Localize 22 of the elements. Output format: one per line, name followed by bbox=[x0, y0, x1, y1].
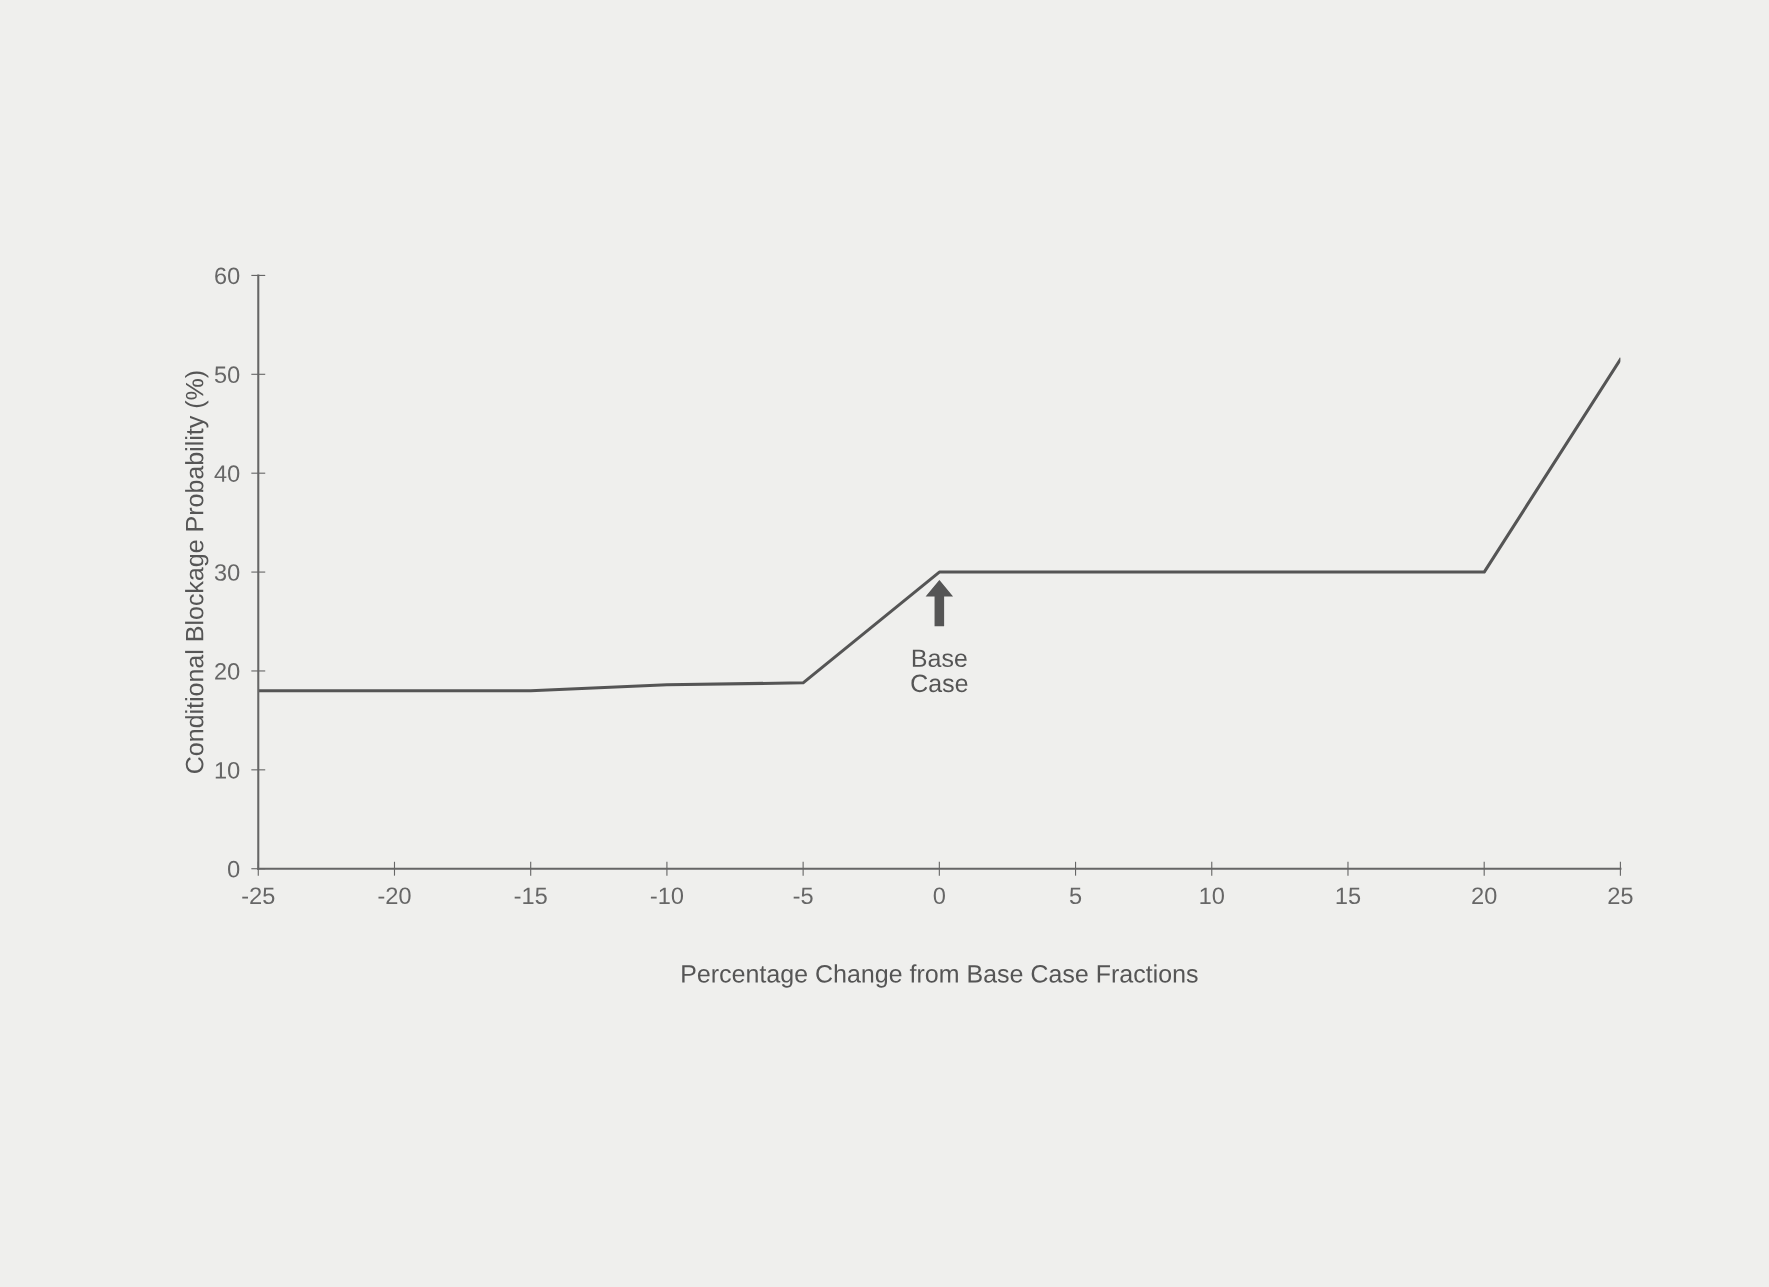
y-tick-label: 60 bbox=[215, 267, 240, 285]
x-tick-label: 25 bbox=[1608, 887, 1633, 905]
x-tick-label: -15 bbox=[514, 887, 547, 905]
annotation: Base Case bbox=[911, 649, 968, 693]
x-tick-label: -10 bbox=[650, 887, 684, 905]
x-axis-title: Percentage Change from Base Case Fractions bbox=[682, 964, 1198, 988]
y-axis-title: Conditional Blockage Probability (%) bbox=[185, 371, 209, 773]
y-tick-label: 50 bbox=[214, 366, 240, 384]
x-tick-label: -20 bbox=[378, 887, 411, 905]
y-tick-label: 40 bbox=[214, 465, 240, 482]
x-tick-label: 10 bbox=[1200, 887, 1224, 905]
x-tick-label: 20 bbox=[1472, 887, 1497, 905]
y-tick-label: 0 bbox=[228, 860, 240, 878]
y-tick-label: 30 bbox=[214, 564, 240, 581]
x-tick-label: 15 bbox=[1336, 887, 1361, 905]
x-tick-label: -25 bbox=[242, 887, 275, 905]
x-tick-label: 0 bbox=[933, 887, 945, 905]
line-series bbox=[258, 357, 1621, 693]
y-tick-label: 20 bbox=[215, 663, 240, 680]
x-tick-label: -5 bbox=[793, 887, 813, 905]
y-tick-label: 10 bbox=[215, 761, 240, 779]
x-tick-label: 5 bbox=[1069, 887, 1082, 905]
